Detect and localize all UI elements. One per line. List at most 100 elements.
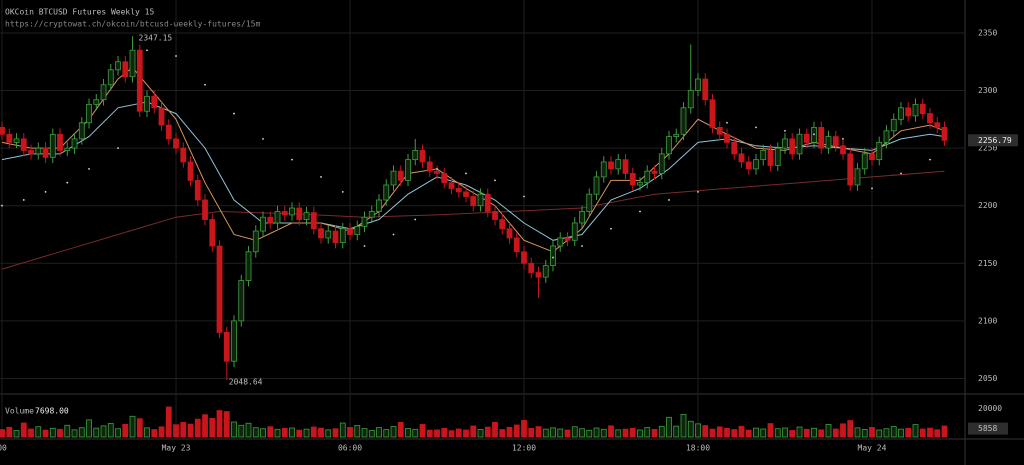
volume-bar (658, 426, 665, 438)
sar-dot (784, 129, 786, 132)
volume-bar (144, 427, 150, 438)
volume-bar (847, 420, 854, 438)
candle-body (64, 147, 71, 151)
candle-body (296, 207, 303, 220)
sar-dot (639, 210, 641, 213)
sar-dot (392, 233, 395, 236)
sar-dot (363, 245, 366, 247)
x-tick-label: 12:00 (512, 444, 536, 453)
candle-body (216, 245, 223, 333)
volume-bar (542, 428, 549, 438)
volume-bar (455, 428, 462, 438)
candle-body (187, 161, 194, 181)
candle-body (419, 150, 426, 163)
volume-bar (767, 423, 774, 438)
candle-body (934, 122, 941, 128)
volume-bar (173, 424, 179, 438)
volume-bar (637, 429, 643, 438)
candle-body (107, 69, 114, 86)
candle-body (818, 126, 825, 149)
volume-bar (869, 427, 875, 438)
volume-bar (289, 427, 295, 438)
volume-bar (0, 429, 5, 438)
candle-body (492, 211, 498, 220)
volume-bar (608, 425, 614, 438)
volume-bar (789, 430, 796, 438)
sar-dot (668, 199, 670, 201)
volume-bar (687, 420, 694, 438)
volume-bar (731, 429, 738, 438)
volume-bar (506, 426, 513, 438)
volume-bar (20, 422, 27, 438)
volume-bar (339, 422, 346, 438)
volume-bar (252, 427, 259, 438)
sar-dot (233, 112, 235, 115)
candle-body (615, 159, 622, 170)
candle-body (745, 161, 752, 170)
candle-body (506, 228, 513, 239)
volume-bar (832, 428, 839, 438)
volume-bar (521, 420, 527, 438)
volume-bar (825, 424, 832, 438)
candle-body (115, 61, 121, 71)
candle-body (412, 150, 419, 161)
candle-body (927, 113, 933, 124)
volume-bar (695, 423, 701, 438)
volume-bar (223, 411, 230, 438)
volume-bar (13, 430, 20, 438)
volume-bar (651, 429, 658, 438)
x-tick-label: 06:00 (338, 444, 362, 453)
candle-body (564, 237, 571, 241)
volume-bar (622, 428, 629, 438)
volume-bar (644, 427, 651, 438)
candle-body (35, 147, 42, 155)
volume-bar (86, 419, 92, 438)
candle-body (49, 133, 56, 158)
candle-body (209, 219, 216, 247)
candle-body (6, 133, 13, 143)
volume-bar (571, 426, 578, 438)
candle-body (78, 122, 85, 140)
volume-bar (383, 429, 390, 438)
volume-bar (100, 425, 107, 438)
volume-bar (477, 429, 484, 438)
volume-bar (49, 427, 56, 438)
candle-body (180, 147, 187, 163)
volume-bar (666, 416, 672, 438)
volume-bar (187, 423, 194, 438)
volume-bar (426, 429, 433, 438)
volume-bar (93, 427, 100, 438)
candle-body (666, 136, 672, 155)
volume-bar (803, 428, 810, 438)
sar-dot (900, 172, 902, 175)
candle-body (354, 226, 361, 235)
candle-body (441, 173, 448, 184)
volume-bar (673, 425, 680, 438)
volume-bar (281, 428, 288, 438)
volume-bar (347, 427, 353, 438)
candle-body (941, 126, 948, 141)
sar-dot (88, 167, 90, 170)
volume-bar (854, 427, 861, 438)
candle-body (339, 228, 346, 243)
volume-bar (782, 427, 788, 438)
moving-average (1, 66, 945, 253)
volume-bar (919, 428, 926, 438)
volume-bar (267, 426, 274, 438)
candle-body (586, 193, 593, 212)
candle-body (542, 265, 549, 278)
candle-body (310, 212, 317, 230)
volume-bar (927, 427, 933, 438)
volume-bar (57, 428, 63, 438)
candle-body (100, 84, 107, 101)
candle-body (622, 159, 629, 174)
candle-body (245, 251, 252, 281)
sar-dot (494, 179, 496, 182)
volume-bar (151, 429, 158, 438)
candle-body (898, 107, 904, 120)
sar-dot (66, 181, 69, 184)
volume-bar (245, 422, 252, 438)
volume-bar (876, 429, 883, 438)
moving-average (1, 170, 945, 270)
volume-bar (463, 429, 469, 438)
